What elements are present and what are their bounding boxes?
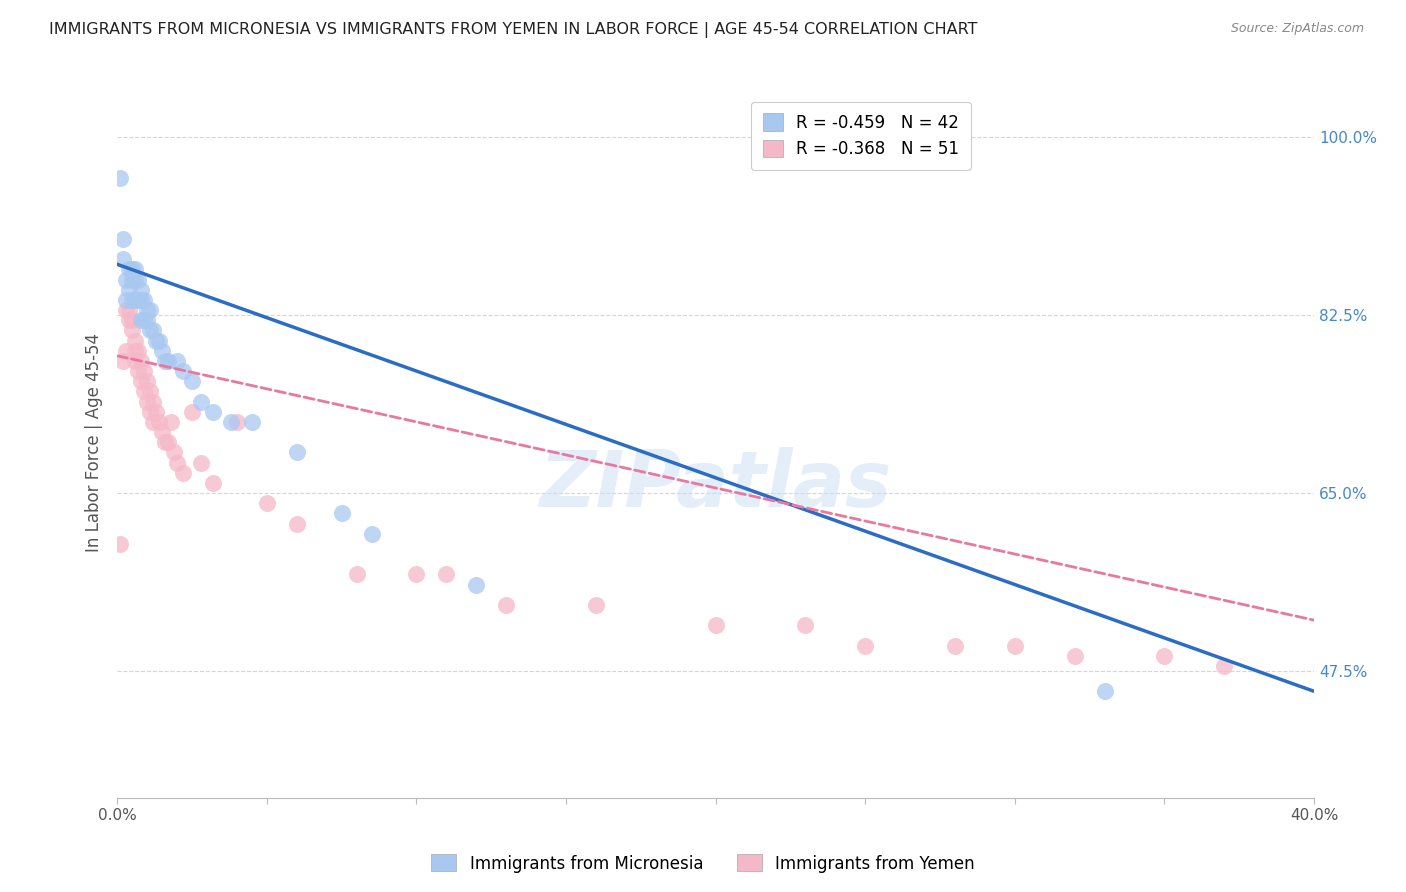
Point <box>150 343 173 358</box>
Point <box>124 354 146 368</box>
Point <box>115 272 138 286</box>
Point <box>136 374 159 388</box>
Point <box>127 272 149 286</box>
Point <box>139 405 162 419</box>
Point <box>142 323 165 337</box>
Point <box>124 343 146 358</box>
Point <box>1213 659 1236 673</box>
Point <box>139 384 162 399</box>
Point <box>136 303 159 318</box>
Point <box>115 293 138 307</box>
Point <box>115 343 138 358</box>
Point <box>115 303 138 318</box>
Point <box>160 415 183 429</box>
Point <box>148 334 170 348</box>
Point <box>127 364 149 378</box>
Point <box>1004 639 1026 653</box>
Point <box>129 374 152 388</box>
Legend: Immigrants from Micronesia, Immigrants from Yemen: Immigrants from Micronesia, Immigrants f… <box>425 847 981 880</box>
Point <box>201 405 224 419</box>
Point <box>219 415 242 429</box>
Point <box>172 364 194 378</box>
Point <box>1094 684 1116 698</box>
Point <box>166 456 188 470</box>
Y-axis label: In Labor Force | Age 45-54: In Labor Force | Age 45-54 <box>86 333 103 552</box>
Point <box>121 293 143 307</box>
Point <box>118 313 141 327</box>
Point <box>163 445 186 459</box>
Point <box>112 354 135 368</box>
Point <box>112 252 135 267</box>
Point <box>129 283 152 297</box>
Point <box>330 507 353 521</box>
Point <box>145 405 167 419</box>
Point <box>181 405 204 419</box>
Point <box>943 639 966 653</box>
Point <box>240 415 263 429</box>
Point <box>256 496 278 510</box>
Point <box>157 435 180 450</box>
Point <box>190 394 212 409</box>
Point <box>129 354 152 368</box>
Point <box>704 618 727 632</box>
Point <box>124 334 146 348</box>
Point <box>148 415 170 429</box>
Point <box>853 639 876 653</box>
Point <box>465 577 488 591</box>
Point <box>172 466 194 480</box>
Point <box>129 313 152 327</box>
Point <box>1063 648 1085 663</box>
Point <box>150 425 173 439</box>
Point <box>134 293 156 307</box>
Point <box>142 415 165 429</box>
Point <box>124 293 146 307</box>
Point <box>112 232 135 246</box>
Point <box>108 170 131 185</box>
Point <box>405 567 427 582</box>
Point <box>153 435 176 450</box>
Point <box>129 293 152 307</box>
Point <box>127 293 149 307</box>
Point <box>118 262 141 277</box>
Point <box>134 364 156 378</box>
Point <box>794 618 817 632</box>
Point <box>201 475 224 490</box>
Point <box>139 323 162 337</box>
Point <box>124 262 146 277</box>
Point <box>145 334 167 348</box>
Legend: R = -0.459   N = 42, R = -0.368   N = 51: R = -0.459 N = 42, R = -0.368 N = 51 <box>751 102 970 169</box>
Point <box>190 456 212 470</box>
Point <box>285 445 308 459</box>
Point <box>121 323 143 337</box>
Point <box>142 394 165 409</box>
Point <box>585 598 607 612</box>
Point <box>360 526 382 541</box>
Point <box>346 567 368 582</box>
Point <box>136 313 159 327</box>
Point <box>157 354 180 368</box>
Point <box>134 313 156 327</box>
Point <box>108 537 131 551</box>
Point <box>121 313 143 327</box>
Text: ZIPatlas: ZIPatlas <box>540 447 891 523</box>
Point <box>225 415 247 429</box>
Point <box>121 262 143 277</box>
Point <box>121 272 143 286</box>
Point <box>118 283 141 297</box>
Point <box>153 354 176 368</box>
Point <box>166 354 188 368</box>
Point <box>127 343 149 358</box>
Text: IMMIGRANTS FROM MICRONESIA VS IMMIGRANTS FROM YEMEN IN LABOR FORCE | AGE 45-54 C: IMMIGRANTS FROM MICRONESIA VS IMMIGRANTS… <box>49 22 977 38</box>
Point <box>1153 648 1175 663</box>
Point <box>124 272 146 286</box>
Point <box>181 374 204 388</box>
Point <box>118 303 141 318</box>
Text: Source: ZipAtlas.com: Source: ZipAtlas.com <box>1230 22 1364 36</box>
Point <box>434 567 457 582</box>
Point <box>495 598 517 612</box>
Point <box>139 303 162 318</box>
Point <box>136 394 159 409</box>
Point <box>285 516 308 531</box>
Point <box>134 384 156 399</box>
